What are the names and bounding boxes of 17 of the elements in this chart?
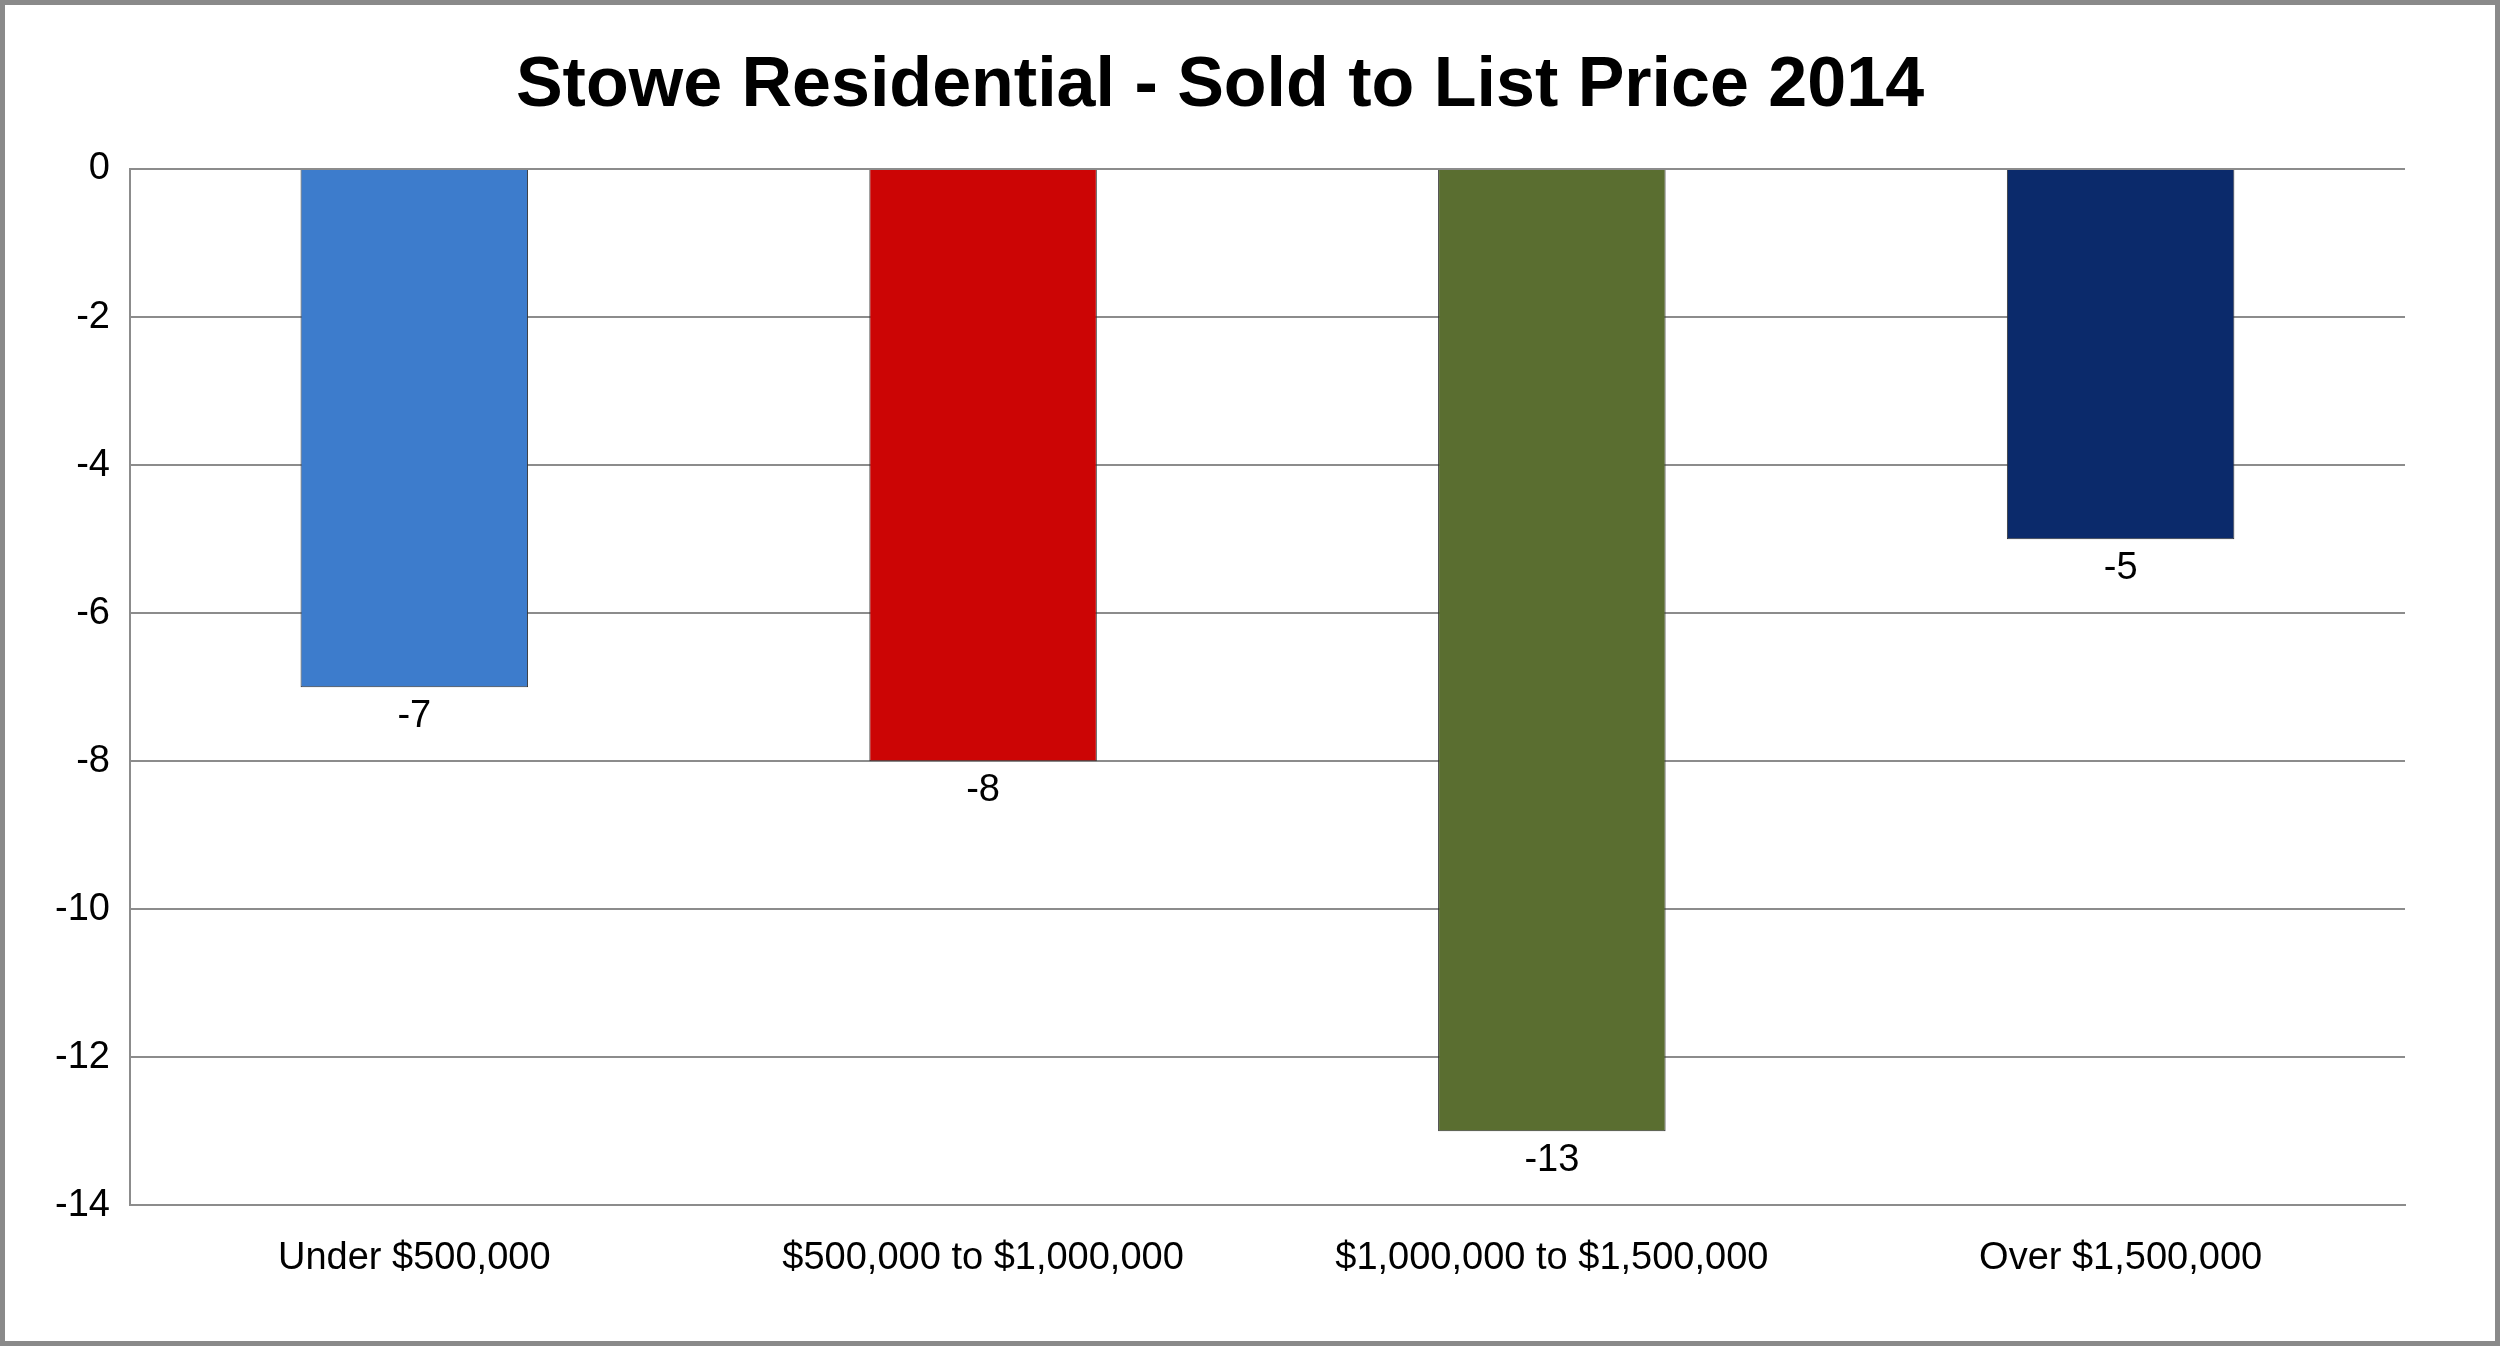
y-tick-label: -4 bbox=[76, 441, 110, 484]
x-tick-label: $500,000 to $1,000,000 bbox=[782, 1234, 1184, 1277]
y-tick-label: 0 bbox=[88, 145, 110, 188]
y-tick-label: -2 bbox=[76, 293, 110, 336]
y-tick-label: -8 bbox=[76, 737, 110, 780]
y-tick-label: -14 bbox=[55, 1181, 110, 1224]
chart-title: Stowe Residential - Sold to List Price 2014 bbox=[515, 43, 1925, 122]
y-tick-label: -10 bbox=[55, 885, 110, 928]
x-tick-label: Over $1,500,000 bbox=[1979, 1234, 2263, 1277]
data-label: -7 bbox=[397, 692, 432, 735]
data-label: -8 bbox=[966, 766, 1000, 809]
x-tick-label: Under $500,000 bbox=[278, 1234, 551, 1277]
y-tick-label: -6 bbox=[76, 589, 110, 632]
x-tick-label: $1,000,000 to $1,500,000 bbox=[1335, 1234, 1769, 1277]
y-tick-label: -12 bbox=[55, 1033, 110, 1076]
data-label: -13 bbox=[1524, 1136, 1580, 1179]
data-label: -5 bbox=[2103, 544, 2138, 587]
